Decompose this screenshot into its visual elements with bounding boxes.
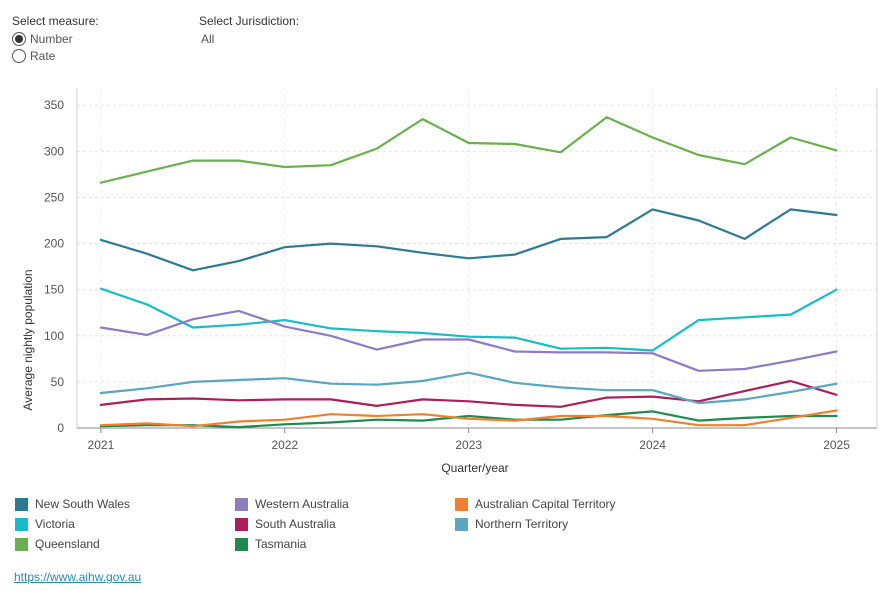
y-tick-label: 100 <box>44 329 64 343</box>
measure-label: Select measure: <box>12 14 99 28</box>
x-tick-label: 2022 <box>271 438 298 452</box>
y-tick-label: 300 <box>44 144 64 158</box>
radio-button-selected[interactable] <box>12 32 26 46</box>
legend-label: Queensland <box>35 537 100 551</box>
gridlines <box>77 88 877 429</box>
series-line-south-australia[interactable] <box>99 379 838 408</box>
legend-item[interactable]: New South Wales <box>15 497 130 511</box>
axes: 0 50 100 150 200 250 300 350 2021 2022 2023 2024 202… <box>44 88 878 452</box>
legend-swatch <box>235 517 248 531</box>
series-line-western-australia[interactable] <box>99 309 838 372</box>
series-line-new-south-wales[interactable] <box>99 208 838 272</box>
x-tick-label: 2025 <box>823 438 850 452</box>
legend-swatch <box>235 537 248 551</box>
y-axis-label: Average nightly population <box>21 269 35 410</box>
y-tick-label: 350 <box>44 98 64 112</box>
jurisdiction-label: Select Jurisdiction: <box>199 14 300 28</box>
legend-swatch <box>455 497 468 511</box>
legend-label: Western Australia <box>255 497 349 511</box>
y-tick-label: 200 <box>44 237 64 251</box>
legend-label: South Australia <box>255 517 336 531</box>
legend-swatch <box>15 517 28 531</box>
legend-label: New South Wales <box>35 497 130 511</box>
series-line-victoria[interactable] <box>99 287 838 352</box>
series-line-australian-capital-territory[interactable] <box>99 409 838 428</box>
legend-item[interactable]: Australian Capital Territory <box>455 497 616 511</box>
x-axis-label: Quarter/year <box>441 461 508 475</box>
line-chart: 0 50 100 150 200 250 300 350 2021 2022 2023 2024 202… <box>21 88 878 475</box>
legend-item[interactable]: Tasmania <box>235 537 306 551</box>
y-tick-label: 250 <box>44 190 64 204</box>
legend-item[interactable]: Queensland <box>15 537 100 551</box>
x-tick-label: 2023 <box>455 438 482 452</box>
radio-button[interactable] <box>12 49 26 63</box>
measure-option-rate[interactable]: Rate <box>12 49 55 63</box>
legend-item[interactable]: Northern Territory <box>455 517 568 531</box>
y-tick-label: 50 <box>51 375 65 389</box>
series-lines <box>99 116 838 429</box>
legend-swatch <box>455 517 468 531</box>
measure-option-label: Rate <box>30 49 56 63</box>
legend-label: Tasmania <box>255 537 307 551</box>
series-line-queensland[interactable] <box>99 116 838 184</box>
jurisdiction-select[interactable]: All <box>201 32 215 46</box>
measure-option-number[interactable]: Number <box>12 32 73 46</box>
series-line-tasmania[interactable] <box>99 410 838 429</box>
legend-swatch <box>235 497 248 511</box>
legend-item[interactable]: Victoria <box>15 517 75 531</box>
source-link[interactable]: https://www.aihw.gov.au <box>14 570 142 584</box>
x-tick-label: 2021 <box>88 438 115 452</box>
x-tick-label: 2024 <box>639 438 666 452</box>
legend-swatch <box>15 497 28 511</box>
legend-item[interactable]: South Australia <box>235 517 336 531</box>
y-tick-label: 0 <box>57 421 64 435</box>
legend-swatch <box>15 537 28 551</box>
measure-option-label: Number <box>30 32 73 46</box>
legend-item[interactable]: Western Australia <box>235 497 349 511</box>
series-line-northern-territory[interactable] <box>99 371 838 405</box>
legend-label: Victoria <box>35 517 75 531</box>
y-tick-label: 150 <box>44 283 64 297</box>
legend-label: Australian Capital Territory <box>475 497 616 511</box>
legend-label: Northern Territory <box>475 517 569 531</box>
